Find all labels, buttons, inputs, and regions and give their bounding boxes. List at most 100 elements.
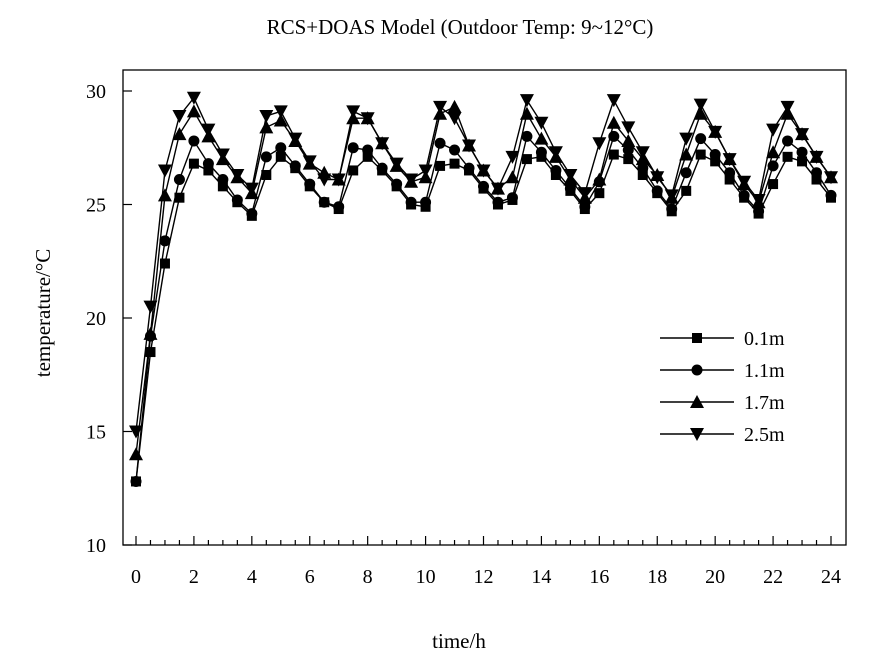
data-point xyxy=(463,162,475,174)
data-point xyxy=(259,109,274,123)
data-point xyxy=(449,144,461,156)
data-point xyxy=(693,106,708,120)
y-tick-label: 25 xyxy=(86,195,106,217)
data-point xyxy=(145,347,156,358)
data-point xyxy=(143,300,158,314)
data-point xyxy=(173,174,185,186)
x-tick-label: 2 xyxy=(189,566,199,588)
legend-item: 1.7m xyxy=(660,392,785,414)
data-point xyxy=(594,188,605,199)
data-point xyxy=(130,475,142,487)
data-point xyxy=(724,174,735,185)
data-point xyxy=(289,160,301,172)
series-line xyxy=(135,96,832,432)
data-point xyxy=(201,123,216,137)
data-point xyxy=(186,104,201,118)
data-point xyxy=(650,171,665,185)
data-point xyxy=(824,171,838,185)
data-point xyxy=(651,185,663,197)
data-point xyxy=(695,149,706,160)
data-point xyxy=(462,139,477,153)
data-point xyxy=(753,205,765,217)
legend-item: 0.1m xyxy=(660,328,785,350)
data-point xyxy=(550,164,562,176)
x-tick-label: 10 xyxy=(416,566,436,588)
data-point xyxy=(275,142,287,154)
data-point xyxy=(666,203,678,215)
data-point xyxy=(244,182,259,196)
data-point xyxy=(563,168,578,182)
data-point xyxy=(621,121,636,135)
chart-title: RCS+DOAS Model (Outdoor Temp: 9~12°C) xyxy=(267,15,654,39)
data-point xyxy=(534,131,549,145)
data-point xyxy=(811,174,822,185)
legend-label: 2.5m xyxy=(744,424,785,446)
data-point xyxy=(825,189,837,201)
data-point xyxy=(447,112,462,126)
y-tick-label: 20 xyxy=(86,308,106,330)
legend-marker xyxy=(691,364,703,376)
data-point xyxy=(577,187,592,201)
data-point xyxy=(708,125,723,139)
x-tick-label: 0 xyxy=(131,566,141,588)
data-point xyxy=(621,133,636,147)
data-point xyxy=(738,189,750,201)
data-point xyxy=(331,173,346,187)
x-tick-label: 6 xyxy=(305,566,315,588)
data-point xyxy=(795,128,810,142)
data-point xyxy=(348,165,359,176)
data-point xyxy=(623,154,634,165)
data-point xyxy=(203,165,214,176)
data-point xyxy=(230,168,245,182)
data-point xyxy=(261,169,272,180)
data-point xyxy=(317,173,332,187)
data-point xyxy=(797,156,808,167)
data-point xyxy=(217,174,229,186)
data-point xyxy=(782,135,794,147)
legend-label: 1.1m xyxy=(744,360,785,382)
data-point xyxy=(564,183,576,195)
y-tick-label: 30 xyxy=(86,81,106,103)
data-point xyxy=(811,167,823,179)
data-point xyxy=(159,235,171,247)
data-point xyxy=(737,175,752,189)
data-point xyxy=(766,145,781,159)
data-point xyxy=(681,185,692,196)
data-point xyxy=(405,196,417,208)
data-point xyxy=(188,158,199,169)
data-point xyxy=(622,144,634,156)
data-point xyxy=(217,181,228,192)
data-point xyxy=(635,146,650,160)
legend-marker xyxy=(690,428,704,441)
data-point xyxy=(404,173,419,187)
data-point xyxy=(288,132,303,146)
series-2.5m xyxy=(129,91,838,439)
data-point xyxy=(534,116,549,130)
data-point xyxy=(375,137,390,151)
data-point xyxy=(606,115,621,129)
data-point xyxy=(260,151,272,163)
data-point xyxy=(391,178,403,190)
x-tick-label: 8 xyxy=(363,566,373,588)
data-point xyxy=(273,105,288,119)
data-point xyxy=(157,164,172,178)
x-tick-label: 14 xyxy=(531,566,551,588)
data-point xyxy=(246,208,258,220)
data-point xyxy=(318,196,330,208)
data-point xyxy=(435,160,446,171)
data-point xyxy=(606,94,621,108)
data-point xyxy=(535,146,547,158)
data-point xyxy=(304,178,316,190)
data-point xyxy=(766,123,781,137)
x-axis-label: time/h xyxy=(432,629,486,653)
data-point xyxy=(231,194,243,206)
data-point xyxy=(521,154,532,165)
data-point xyxy=(188,135,200,147)
data-point xyxy=(796,146,808,158)
x-tick-label: 16 xyxy=(589,566,609,588)
data-point xyxy=(202,158,214,170)
x-tick-label: 24 xyxy=(821,566,841,588)
data-point xyxy=(362,144,374,156)
data-point xyxy=(172,127,187,141)
